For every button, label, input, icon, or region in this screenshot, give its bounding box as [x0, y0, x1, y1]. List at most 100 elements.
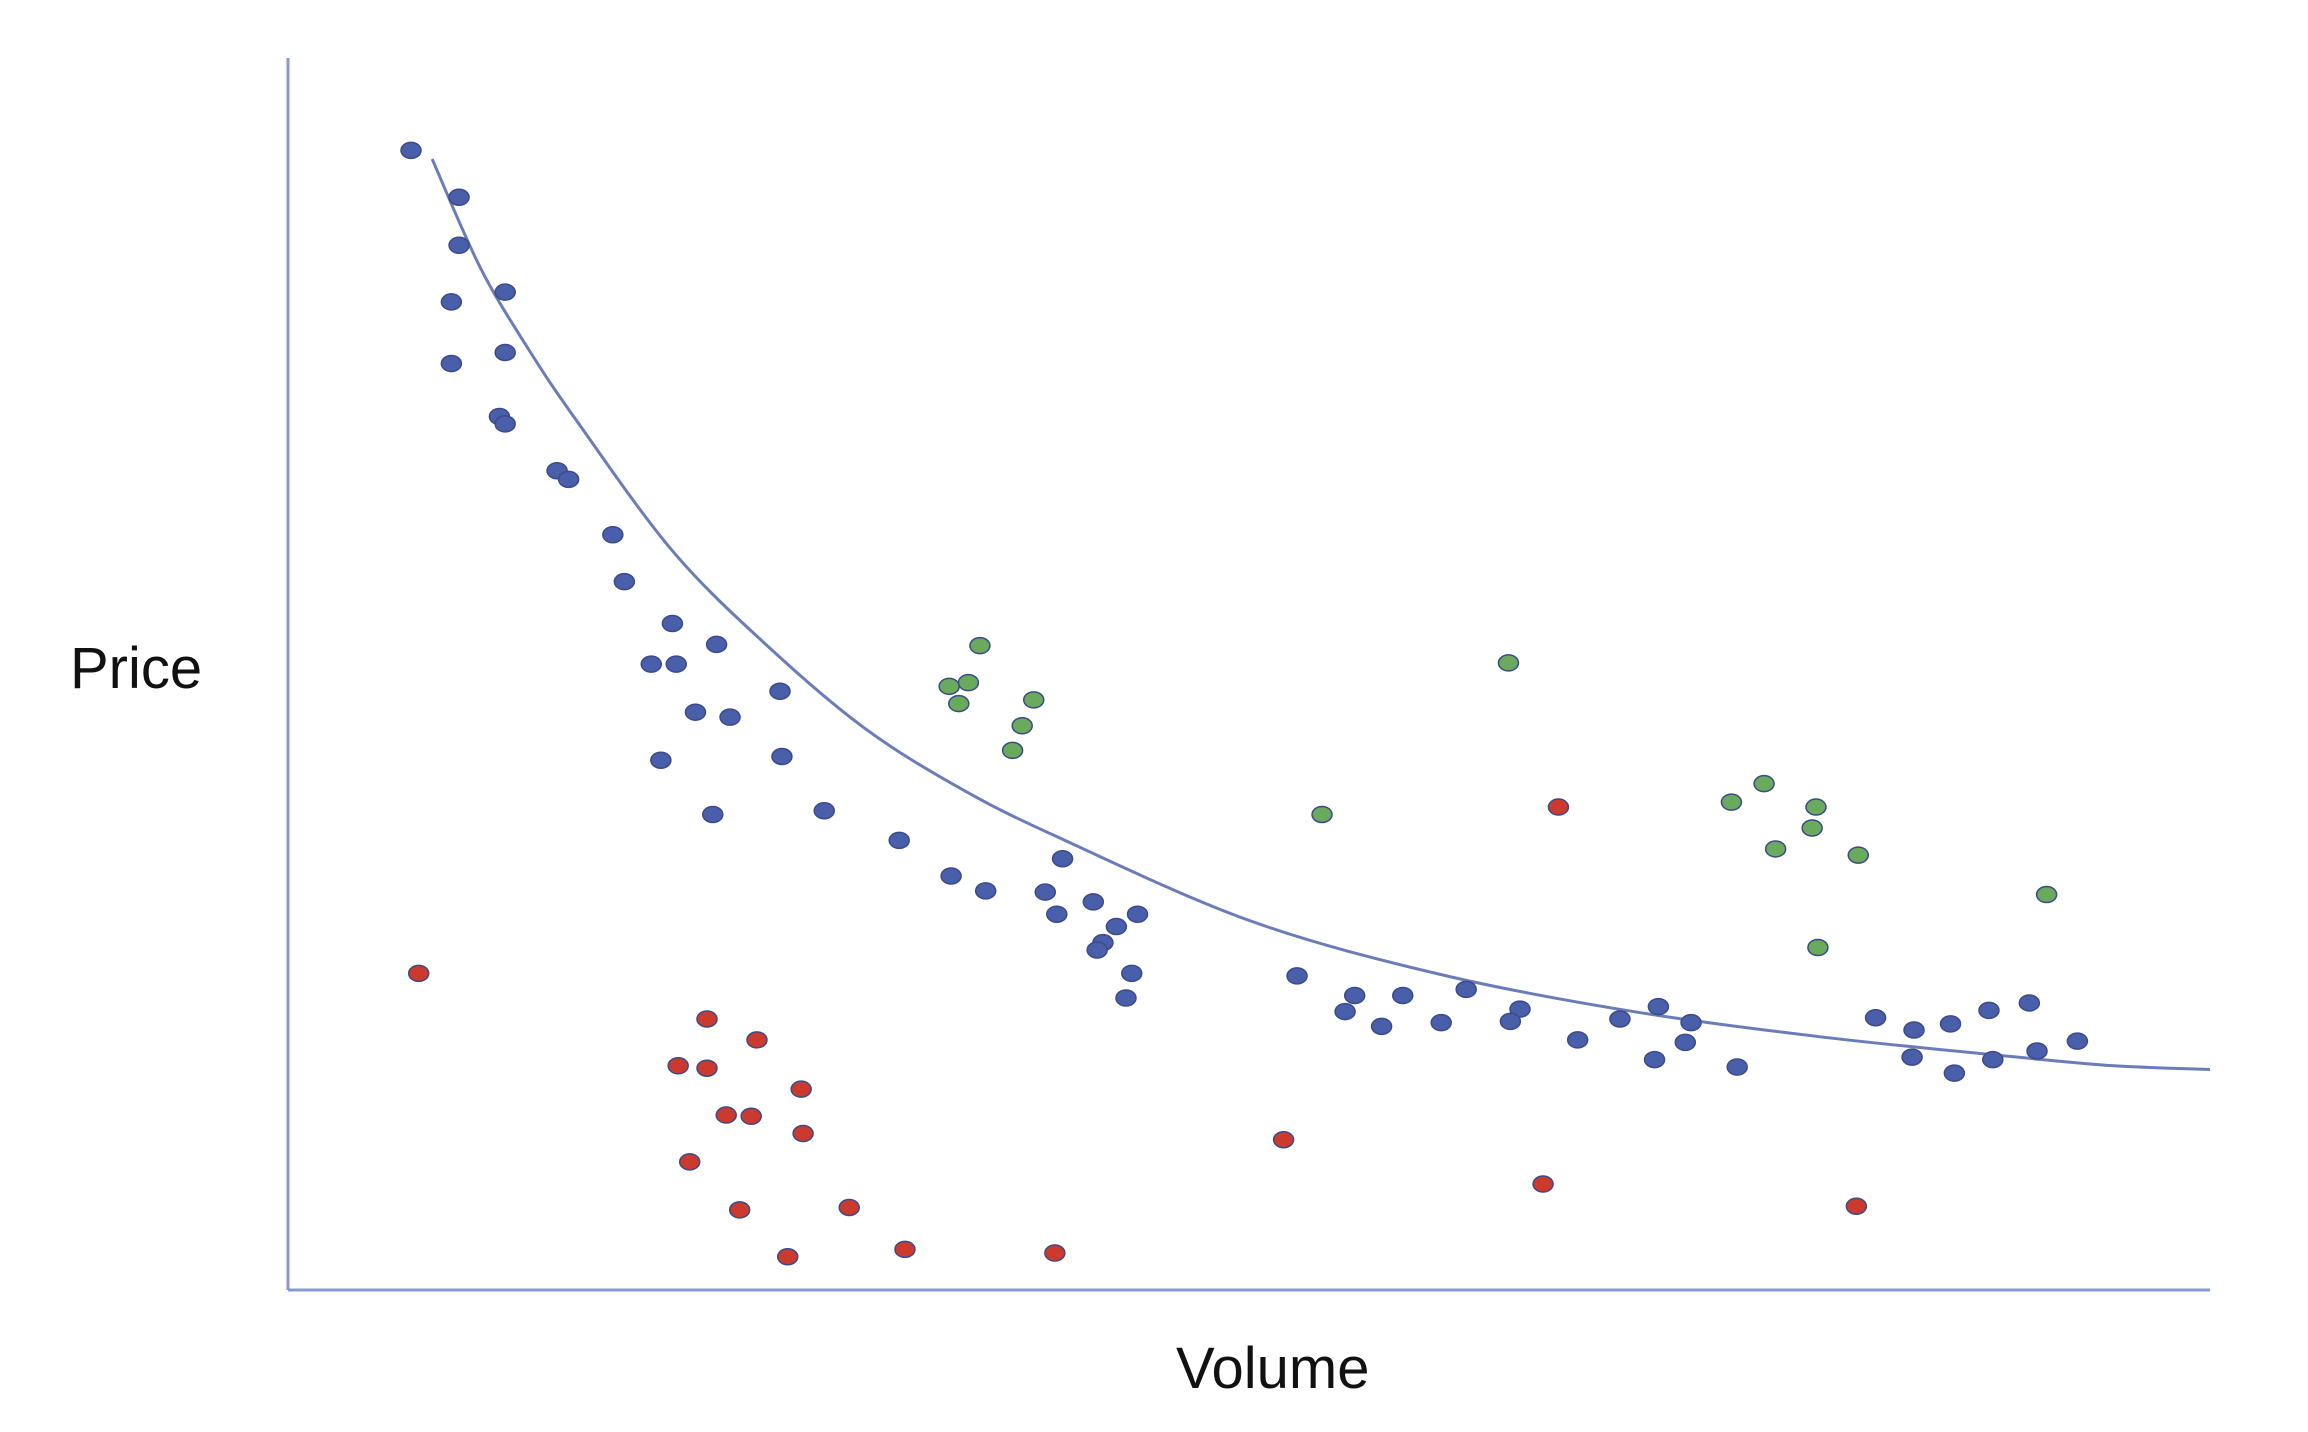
green-data-point [1311, 805, 1333, 824]
red-series [407, 798, 1868, 1266]
green-data-point [948, 694, 970, 713]
green-data-point [1011, 716, 1033, 735]
blue-data-point [613, 572, 636, 591]
blue-data-point [1034, 883, 1057, 901]
green-data-point [1805, 798, 1827, 816]
blue-series [400, 141, 2089, 1082]
blue-data-point [1643, 1050, 1666, 1069]
blue-data-point [1982, 1050, 2004, 1069]
blue-data-point [1392, 986, 1414, 1005]
green-data-point [1764, 840, 1787, 858]
blue-data-point [1939, 1015, 1962, 1033]
blue-data-point [440, 354, 463, 373]
blue-data-point [1046, 905, 1068, 923]
blue-data-point [448, 236, 470, 255]
blue-data-point [1864, 1008, 1887, 1027]
blue-data-point [1978, 1001, 2000, 1020]
blue-data-point [1051, 850, 1074, 868]
red-data-point [1547, 798, 1570, 816]
blue-data-point [494, 415, 516, 433]
red-data-point [696, 1059, 718, 1077]
blue-data-point [1286, 967, 1308, 985]
green-data-point [1801, 819, 1823, 837]
blue-data-point [1126, 905, 1149, 923]
red-data-point [740, 1107, 762, 1126]
blue-data-point [888, 831, 910, 850]
green-series [938, 636, 2058, 957]
blue-data-point [1647, 997, 1670, 1016]
trend-curve-layer [430, 158, 2211, 1071]
blue-data-point [1105, 917, 1128, 936]
red-data-point [667, 1057, 689, 1075]
red-data-point [1044, 1244, 1066, 1262]
blue-data-point [1566, 1031, 1589, 1049]
green-data-point [1720, 793, 1743, 811]
blue-data-point [1901, 1048, 1923, 1066]
blue-data-point [1455, 980, 1477, 999]
blue-data-point [813, 802, 835, 820]
axes [286, 58, 2210, 1292]
green-data-point [1497, 654, 1520, 672]
red-data-point [728, 1201, 751, 1219]
blue-data-point [1082, 893, 1105, 911]
blue-data-point [557, 470, 580, 489]
blue-data-point [1334, 1002, 1356, 1021]
green-data-point [969, 636, 991, 655]
red-data-point [746, 1031, 768, 1049]
blue-data-point [1509, 1000, 1531, 1018]
trend-curve [430, 158, 2211, 1071]
red-data-point [1532, 1175, 1554, 1193]
blue-data-point [1343, 986, 1366, 1005]
green-data-point [1022, 691, 1045, 709]
blue-data-point [1370, 1017, 1393, 1036]
blue-data-point [719, 708, 741, 726]
red-data-point [894, 1240, 916, 1259]
blue-data-point [1903, 1021, 1925, 1039]
blue-data-point [1430, 1013, 1452, 1032]
blue-data-point [771, 747, 793, 766]
blue-data-point [1674, 1033, 1697, 1052]
blue-data-point [2066, 1032, 2089, 1050]
red-data-point [776, 1247, 799, 1266]
blue-data-point [2026, 1042, 2048, 1060]
green-data-point [1807, 938, 1829, 957]
blue-data-point [1609, 1010, 1631, 1028]
blue-data-point [494, 343, 516, 362]
x-axis-label: Volume [1176, 1336, 1370, 1401]
points-layer [400, 141, 2089, 1266]
green-data-point [1847, 846, 1870, 864]
blue-data-point [705, 635, 728, 654]
red-data-point [1845, 1197, 1868, 1215]
red-data-point [678, 1153, 701, 1171]
blue-data-point [602, 526, 624, 544]
blue-data-point [640, 655, 663, 673]
blue-data-point [1499, 1012, 1522, 1031]
red-data-point [838, 1198, 860, 1217]
red-data-point [696, 1010, 718, 1028]
blue-data-point [650, 751, 672, 769]
red-data-point [792, 1124, 814, 1143]
blue-data-point [661, 614, 684, 633]
blue-data-point [1726, 1058, 1748, 1076]
red-data-point [407, 964, 430, 983]
blue-data-point [440, 293, 463, 311]
blue-data-point [940, 867, 962, 885]
blue-data-point [1086, 941, 1108, 959]
blue-data-point [448, 188, 470, 206]
blue-data-point [1115, 989, 1137, 1007]
red-data-point [790, 1080, 812, 1098]
blue-data-point [702, 805, 724, 824]
green-data-point [957, 673, 980, 692]
y-axis-label: Price [70, 636, 203, 701]
red-data-point [1272, 1130, 1295, 1149]
blue-data-point [1121, 964, 1143, 983]
green-data-point [938, 677, 960, 696]
blue-data-point [1680, 1013, 1702, 1032]
red-data-point [715, 1106, 737, 1124]
blue-data-point [400, 141, 422, 160]
blue-data-point [974, 882, 997, 900]
blue-data-point [684, 703, 707, 721]
blue-data-point [494, 283, 516, 301]
green-data-point [1753, 774, 1775, 793]
blue-data-point [769, 682, 791, 700]
